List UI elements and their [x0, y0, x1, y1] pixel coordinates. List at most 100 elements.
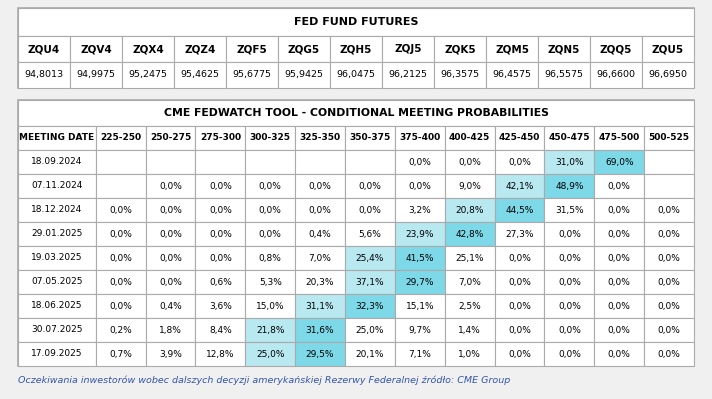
Bar — [395, 150, 445, 174]
Bar — [145, 222, 196, 246]
Text: 0,0%: 0,0% — [159, 253, 182, 263]
Text: 94,9975: 94,9975 — [76, 71, 115, 79]
Text: 0,0%: 0,0% — [608, 205, 631, 215]
Text: ZQX4: ZQX4 — [132, 44, 164, 54]
Text: 375-400: 375-400 — [399, 134, 441, 142]
Text: 07.11.2024: 07.11.2024 — [31, 182, 83, 190]
Bar — [345, 174, 395, 198]
Text: ZQU4: ZQU4 — [28, 44, 60, 54]
Text: 0,0%: 0,0% — [508, 158, 531, 166]
Text: 0,7%: 0,7% — [109, 350, 132, 358]
Text: 0,0%: 0,0% — [558, 253, 581, 263]
Bar — [538, 36, 590, 62]
Bar — [246, 246, 295, 270]
Bar — [644, 222, 694, 246]
Bar — [644, 294, 694, 318]
Bar — [595, 174, 644, 198]
Bar — [196, 174, 246, 198]
Bar — [95, 198, 145, 222]
Text: 95,2475: 95,2475 — [128, 71, 167, 79]
Text: 0,0%: 0,0% — [459, 158, 481, 166]
Bar — [644, 318, 694, 342]
Bar — [18, 294, 95, 318]
Text: 96,2125: 96,2125 — [389, 71, 427, 79]
Bar — [486, 62, 538, 88]
Text: 0,0%: 0,0% — [658, 302, 681, 310]
Bar — [445, 246, 495, 270]
Text: 0,0%: 0,0% — [508, 302, 531, 310]
Bar — [345, 222, 395, 246]
Text: 0,0%: 0,0% — [109, 229, 132, 239]
Text: 0,0%: 0,0% — [109, 205, 132, 215]
Text: 23,9%: 23,9% — [406, 229, 434, 239]
Text: 0,0%: 0,0% — [658, 326, 681, 334]
Text: 300-325: 300-325 — [250, 134, 290, 142]
Text: 0,0%: 0,0% — [608, 302, 631, 310]
Text: 0,0%: 0,0% — [558, 350, 581, 358]
Text: 95,4625: 95,4625 — [181, 71, 219, 79]
Text: 0,0%: 0,0% — [258, 205, 282, 215]
Text: ZQQ5: ZQQ5 — [600, 44, 632, 54]
Bar — [70, 36, 122, 62]
Text: 0,0%: 0,0% — [159, 182, 182, 190]
Bar — [295, 342, 345, 366]
Bar — [395, 198, 445, 222]
Text: 0,0%: 0,0% — [508, 326, 531, 334]
Bar — [18, 174, 95, 198]
Bar — [445, 150, 495, 174]
Bar — [545, 246, 595, 270]
Text: 9,0%: 9,0% — [459, 182, 481, 190]
Bar — [595, 222, 644, 246]
Bar — [345, 342, 395, 366]
Bar — [196, 342, 246, 366]
Text: 7,0%: 7,0% — [308, 253, 332, 263]
Bar — [196, 318, 246, 342]
Bar — [495, 318, 545, 342]
Text: 21,8%: 21,8% — [256, 326, 285, 334]
Text: ZQM5: ZQM5 — [495, 44, 529, 54]
Text: 3,2%: 3,2% — [409, 205, 431, 215]
Text: 15,1%: 15,1% — [406, 302, 434, 310]
Bar — [95, 150, 145, 174]
Bar — [246, 342, 295, 366]
Text: 96,5575: 96,5575 — [545, 71, 584, 79]
Bar — [495, 222, 545, 246]
Bar — [295, 126, 345, 150]
Text: 0,0%: 0,0% — [359, 205, 382, 215]
Bar — [545, 270, 595, 294]
Bar — [145, 318, 196, 342]
Bar — [95, 318, 145, 342]
Text: 32,3%: 32,3% — [356, 302, 384, 310]
Text: 42,8%: 42,8% — [456, 229, 484, 239]
Text: 0,0%: 0,0% — [209, 253, 232, 263]
Text: 94,8013: 94,8013 — [24, 71, 63, 79]
Bar — [345, 126, 395, 150]
Text: 17.09.2025: 17.09.2025 — [31, 350, 83, 358]
Text: 0,0%: 0,0% — [109, 253, 132, 263]
Bar — [196, 270, 246, 294]
Text: 96,6950: 96,6950 — [649, 71, 688, 79]
Text: 25,0%: 25,0% — [356, 326, 384, 334]
Bar — [18, 100, 694, 126]
Text: 31,5%: 31,5% — [555, 205, 584, 215]
Bar — [145, 126, 196, 150]
Text: ZQZ4: ZQZ4 — [184, 44, 216, 54]
Text: 96,3575: 96,3575 — [441, 71, 480, 79]
Text: 95,9425: 95,9425 — [285, 71, 323, 79]
Text: 0,0%: 0,0% — [608, 182, 631, 190]
Bar — [345, 246, 395, 270]
Bar — [382, 62, 434, 88]
Text: 325-350: 325-350 — [300, 134, 340, 142]
Bar — [145, 246, 196, 270]
Bar — [644, 246, 694, 270]
Bar — [18, 222, 95, 246]
Bar — [18, 62, 70, 88]
Bar — [95, 174, 145, 198]
Text: 0,0%: 0,0% — [608, 350, 631, 358]
Bar — [295, 150, 345, 174]
Text: 350-375: 350-375 — [350, 134, 391, 142]
Bar — [495, 150, 545, 174]
Text: 48,9%: 48,9% — [555, 182, 584, 190]
Bar — [445, 126, 495, 150]
Bar — [95, 222, 145, 246]
